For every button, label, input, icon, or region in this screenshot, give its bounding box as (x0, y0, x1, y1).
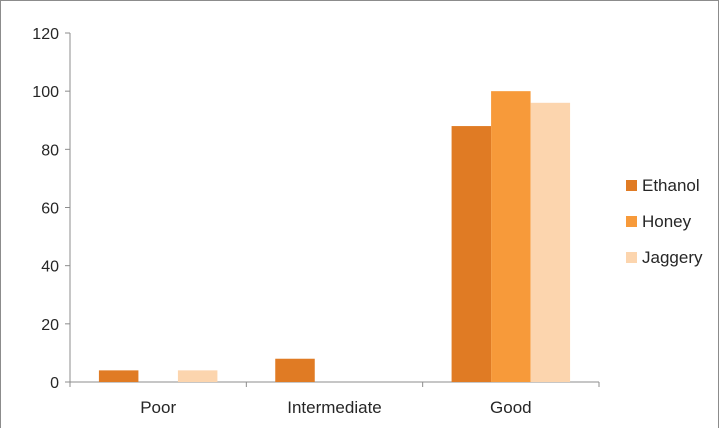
y-tick-label: 40 (41, 259, 59, 276)
legend-swatch-honey (626, 216, 637, 227)
x-category-label: Poor (140, 398, 176, 417)
bar-jaggery-good (530, 102, 571, 383)
y-tick-label: 20 (41, 317, 59, 334)
bar-jaggery-poor (177, 370, 218, 382)
x-category-label: Good (490, 398, 532, 417)
x-axis: Poor Intermediate Good (69, 381, 600, 417)
y-tick-label: 120 (32, 26, 59, 43)
legend-label-jaggery: Jaggery (642, 248, 703, 267)
bars (98, 91, 571, 383)
bar-ethanol-good (451, 126, 492, 382)
y-tick-label: 0 (50, 375, 59, 392)
legend: Ethanol Honey Jaggery (626, 176, 703, 267)
y-tick-label: 60 (41, 201, 59, 218)
legend-swatch-ethanol (626, 180, 637, 191)
bar-ethanol-intermediate (275, 358, 315, 382)
y-tick-label: 80 (41, 142, 59, 159)
legend-label-honey: Honey (642, 212, 692, 231)
x-category-label: Intermediate (287, 398, 382, 417)
bar-ethanol-poor (98, 370, 139, 382)
legend-label-ethanol: Ethanol (642, 176, 700, 195)
legend-swatch-jaggery (626, 252, 637, 263)
y-tick-label: 100 (32, 84, 59, 101)
bar-honey-good (491, 91, 531, 383)
y-axis: 0 20 40 60 80 100 120 (32, 26, 71, 392)
